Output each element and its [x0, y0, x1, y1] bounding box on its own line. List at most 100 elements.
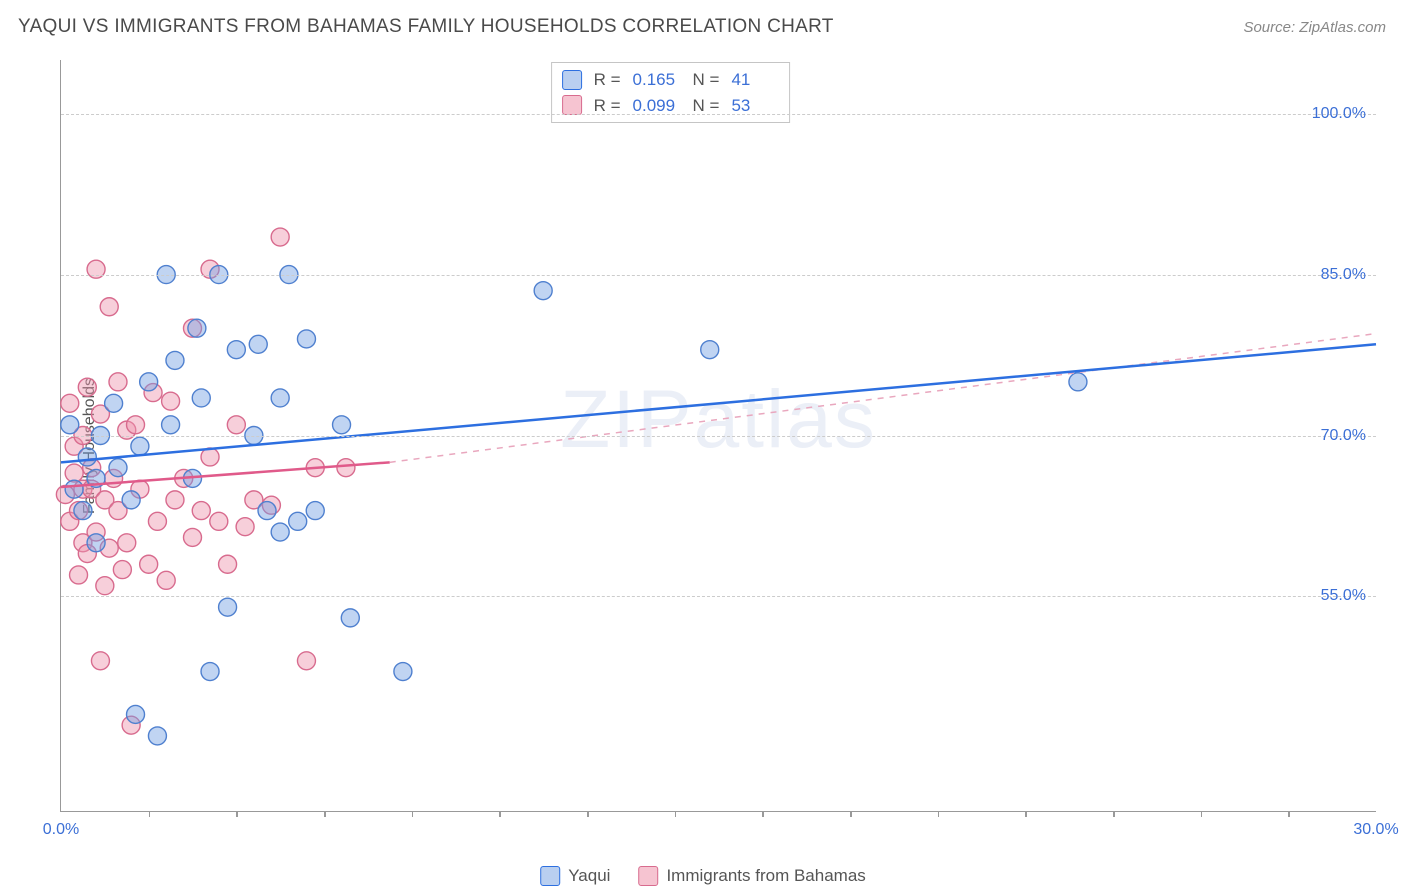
scatter-point: [297, 652, 315, 670]
plot-region: ZIPatlas R = 0.165 N = 41 R = 0.099 N = …: [60, 60, 1376, 812]
scatter-point: [109, 459, 127, 477]
scatter-point: [78, 378, 96, 396]
scatter-point: [140, 373, 158, 391]
scatter-point: [131, 437, 149, 455]
r-value-yaqui: 0.165: [633, 67, 681, 93]
gridline: [61, 436, 1376, 437]
scatter-point: [127, 416, 145, 434]
scatter-point: [118, 534, 136, 552]
legend-item-yaqui: Yaqui: [540, 866, 610, 886]
scatter-point: [78, 448, 96, 466]
scatter-point: [192, 502, 210, 520]
scatter-point: [271, 389, 289, 407]
scatter-point: [148, 727, 166, 745]
scatter-point: [122, 491, 140, 509]
n-label: N =: [693, 67, 720, 93]
x-tick-mark: [236, 811, 238, 817]
x-tick-mark: [762, 811, 764, 817]
y-tick-label: 70.0%: [1321, 427, 1366, 445]
scatter-point: [100, 298, 118, 316]
gridline: [61, 275, 1376, 276]
x-tick-mark: [149, 811, 151, 817]
scatter-point: [333, 416, 351, 434]
x-tick-mark: [1288, 811, 1290, 817]
n-value-yaqui: 41: [731, 67, 779, 93]
scatter-point: [341, 609, 359, 627]
scatter-point: [87, 534, 105, 552]
swatch-yaqui-icon: [562, 70, 582, 90]
scatter-point: [227, 416, 245, 434]
legend-item-bahamas: Immigrants from Bahamas: [638, 866, 865, 886]
scatter-point: [201, 663, 219, 681]
gridline: [61, 114, 1376, 115]
scatter-point: [534, 282, 552, 300]
scatter-point: [701, 341, 719, 359]
scatter-point: [157, 571, 175, 589]
chart-area: Family Households ZIPatlas R = 0.165 N =…: [50, 50, 1386, 842]
scatter-point: [148, 512, 166, 530]
scatter-point: [162, 392, 180, 410]
x-tick-mark: [324, 811, 326, 817]
scatter-point: [105, 394, 123, 412]
gridline: [61, 596, 1376, 597]
trendline-yaqui: [61, 344, 1376, 462]
scatter-point: [91, 652, 109, 670]
x-tick-mark: [850, 811, 852, 817]
scatter-point: [162, 416, 180, 434]
scatter-point: [210, 512, 228, 530]
scatter-point: [394, 663, 412, 681]
swatch-bahamas-icon: [638, 866, 658, 886]
chart-title: YAQUI VS IMMIGRANTS FROM BAHAMAS FAMILY …: [18, 16, 834, 38]
scatter-point: [249, 335, 267, 353]
scatter-point: [219, 598, 237, 616]
scatter-point: [61, 416, 79, 434]
scatter-point: [337, 459, 355, 477]
scatter-point: [96, 577, 114, 595]
scatter-point: [65, 464, 83, 482]
scatter-point: [219, 555, 237, 573]
scatter-point: [70, 566, 88, 584]
scatter-point: [127, 705, 145, 723]
stats-row-yaqui: R = 0.165 N = 41: [562, 67, 780, 93]
scatter-point: [166, 351, 184, 369]
scatter-point: [166, 491, 184, 509]
r-label: R =: [594, 67, 621, 93]
scatter-point: [1069, 373, 1087, 391]
legend-label-yaqui: Yaqui: [568, 866, 610, 886]
scatter-point: [297, 330, 315, 348]
swatch-bahamas-icon: [562, 95, 582, 115]
x-tick-label: 0.0%: [43, 821, 79, 839]
source-label: Source: ZipAtlas.com: [1243, 19, 1386, 36]
x-tick-mark: [1025, 811, 1027, 817]
scatter-point: [184, 528, 202, 546]
scatter-point: [271, 523, 289, 541]
scatter-point: [140, 555, 158, 573]
trendline-bahamas-ext: [390, 334, 1376, 463]
scatter-point: [74, 502, 92, 520]
x-tick-mark: [1113, 811, 1115, 817]
x-tick-mark: [499, 811, 501, 817]
x-tick-mark: [1201, 811, 1203, 817]
scatter-point: [289, 512, 307, 530]
y-tick-label: 85.0%: [1321, 266, 1366, 284]
scatter-point: [306, 502, 324, 520]
scatter-point: [227, 341, 245, 359]
bottom-legend: Yaqui Immigrants from Bahamas: [540, 866, 866, 886]
x-tick-mark: [587, 811, 589, 817]
scatter-point: [258, 502, 276, 520]
scatter-point: [113, 561, 131, 579]
y-tick-label: 100.0%: [1312, 105, 1366, 123]
scatter-point: [188, 319, 206, 337]
x-tick-mark: [675, 811, 677, 817]
swatch-yaqui-icon: [540, 866, 560, 886]
scatter-point: [109, 373, 127, 391]
legend-label-bahamas: Immigrants from Bahamas: [666, 866, 865, 886]
x-tick-label: 30.0%: [1353, 821, 1398, 839]
x-tick-mark: [938, 811, 940, 817]
scatter-point: [192, 389, 210, 407]
scatter-point: [271, 228, 289, 246]
scatter-point: [236, 518, 254, 536]
x-tick-mark: [412, 811, 414, 817]
y-tick-label: 55.0%: [1321, 587, 1366, 605]
scatter-point: [61, 394, 79, 412]
